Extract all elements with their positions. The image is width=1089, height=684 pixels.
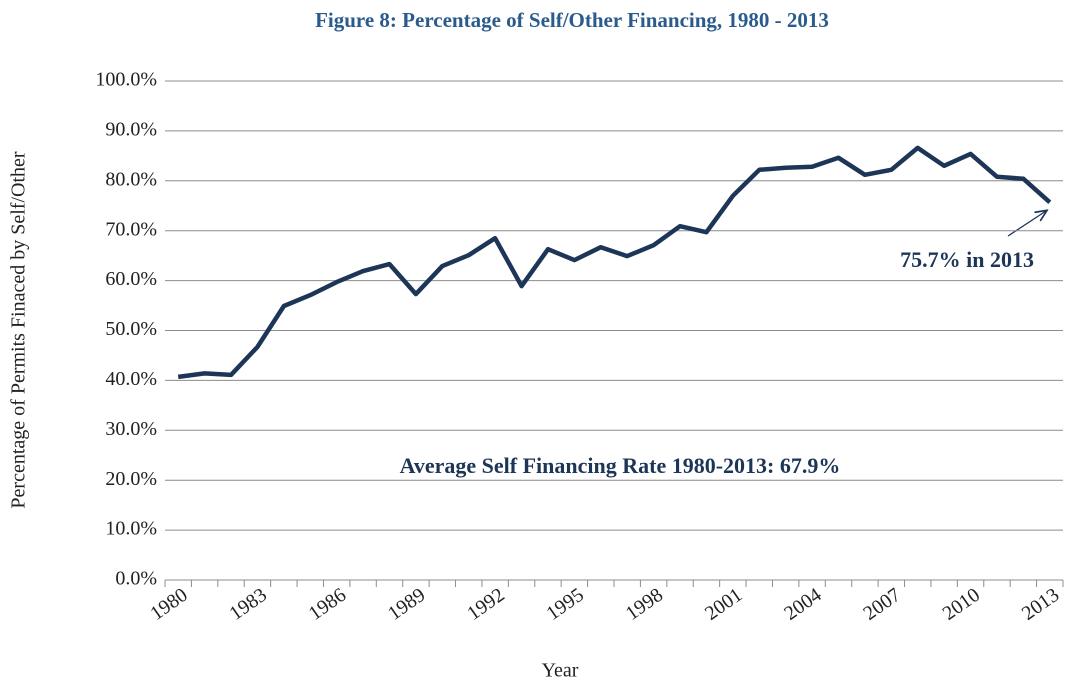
x-tick-label: 1986 <box>305 584 350 625</box>
annotation: 75.7% in 2013 <box>900 247 1034 272</box>
y-tick-label: 10.0% <box>105 518 157 540</box>
y-tick-label: 60.0% <box>105 268 157 290</box>
y-tick-label: 80.0% <box>105 168 157 190</box>
x-tick-label: 1983 <box>226 584 271 625</box>
x-tick-label: 1989 <box>384 584 429 625</box>
x-tick-label: 2004 <box>780 584 825 625</box>
y-tick-label: 0.0% <box>115 568 157 590</box>
y-tick-label: 20.0% <box>105 468 157 490</box>
y-tick-label: 50.0% <box>105 318 157 340</box>
x-axis-title: Year <box>542 660 579 682</box>
data-line <box>177 145 1052 380</box>
y-tick-label: 70.0% <box>105 218 157 240</box>
x-tick-label: 1998 <box>622 584 667 625</box>
x-tick-label: 2013 <box>1018 584 1063 625</box>
y-tick-label: 40.0% <box>105 368 157 390</box>
x-tick-label: 2001 <box>701 584 746 625</box>
y-tick-label: 100.0% <box>95 69 157 91</box>
x-tick-label: 2007 <box>859 584 904 625</box>
annotation-arrow <box>1007 211 1046 237</box>
chart-title: Figure 8: Percentage of Self/Other Finan… <box>315 8 829 32</box>
annotation: Average Self Financing Rate 1980-2013: 6… <box>400 453 841 478</box>
y-tick-label: 90.0% <box>105 118 157 140</box>
x-tick-label: 1995 <box>543 584 588 625</box>
x-tick-label: 1980 <box>146 584 191 625</box>
x-tick-label: 1992 <box>463 584 508 625</box>
x-tick-label: 2010 <box>939 584 984 625</box>
y-axis-title: Percentage of Permits Finaced by Self/Ot… <box>8 151 30 508</box>
y-tick-label: 30.0% <box>105 418 157 440</box>
